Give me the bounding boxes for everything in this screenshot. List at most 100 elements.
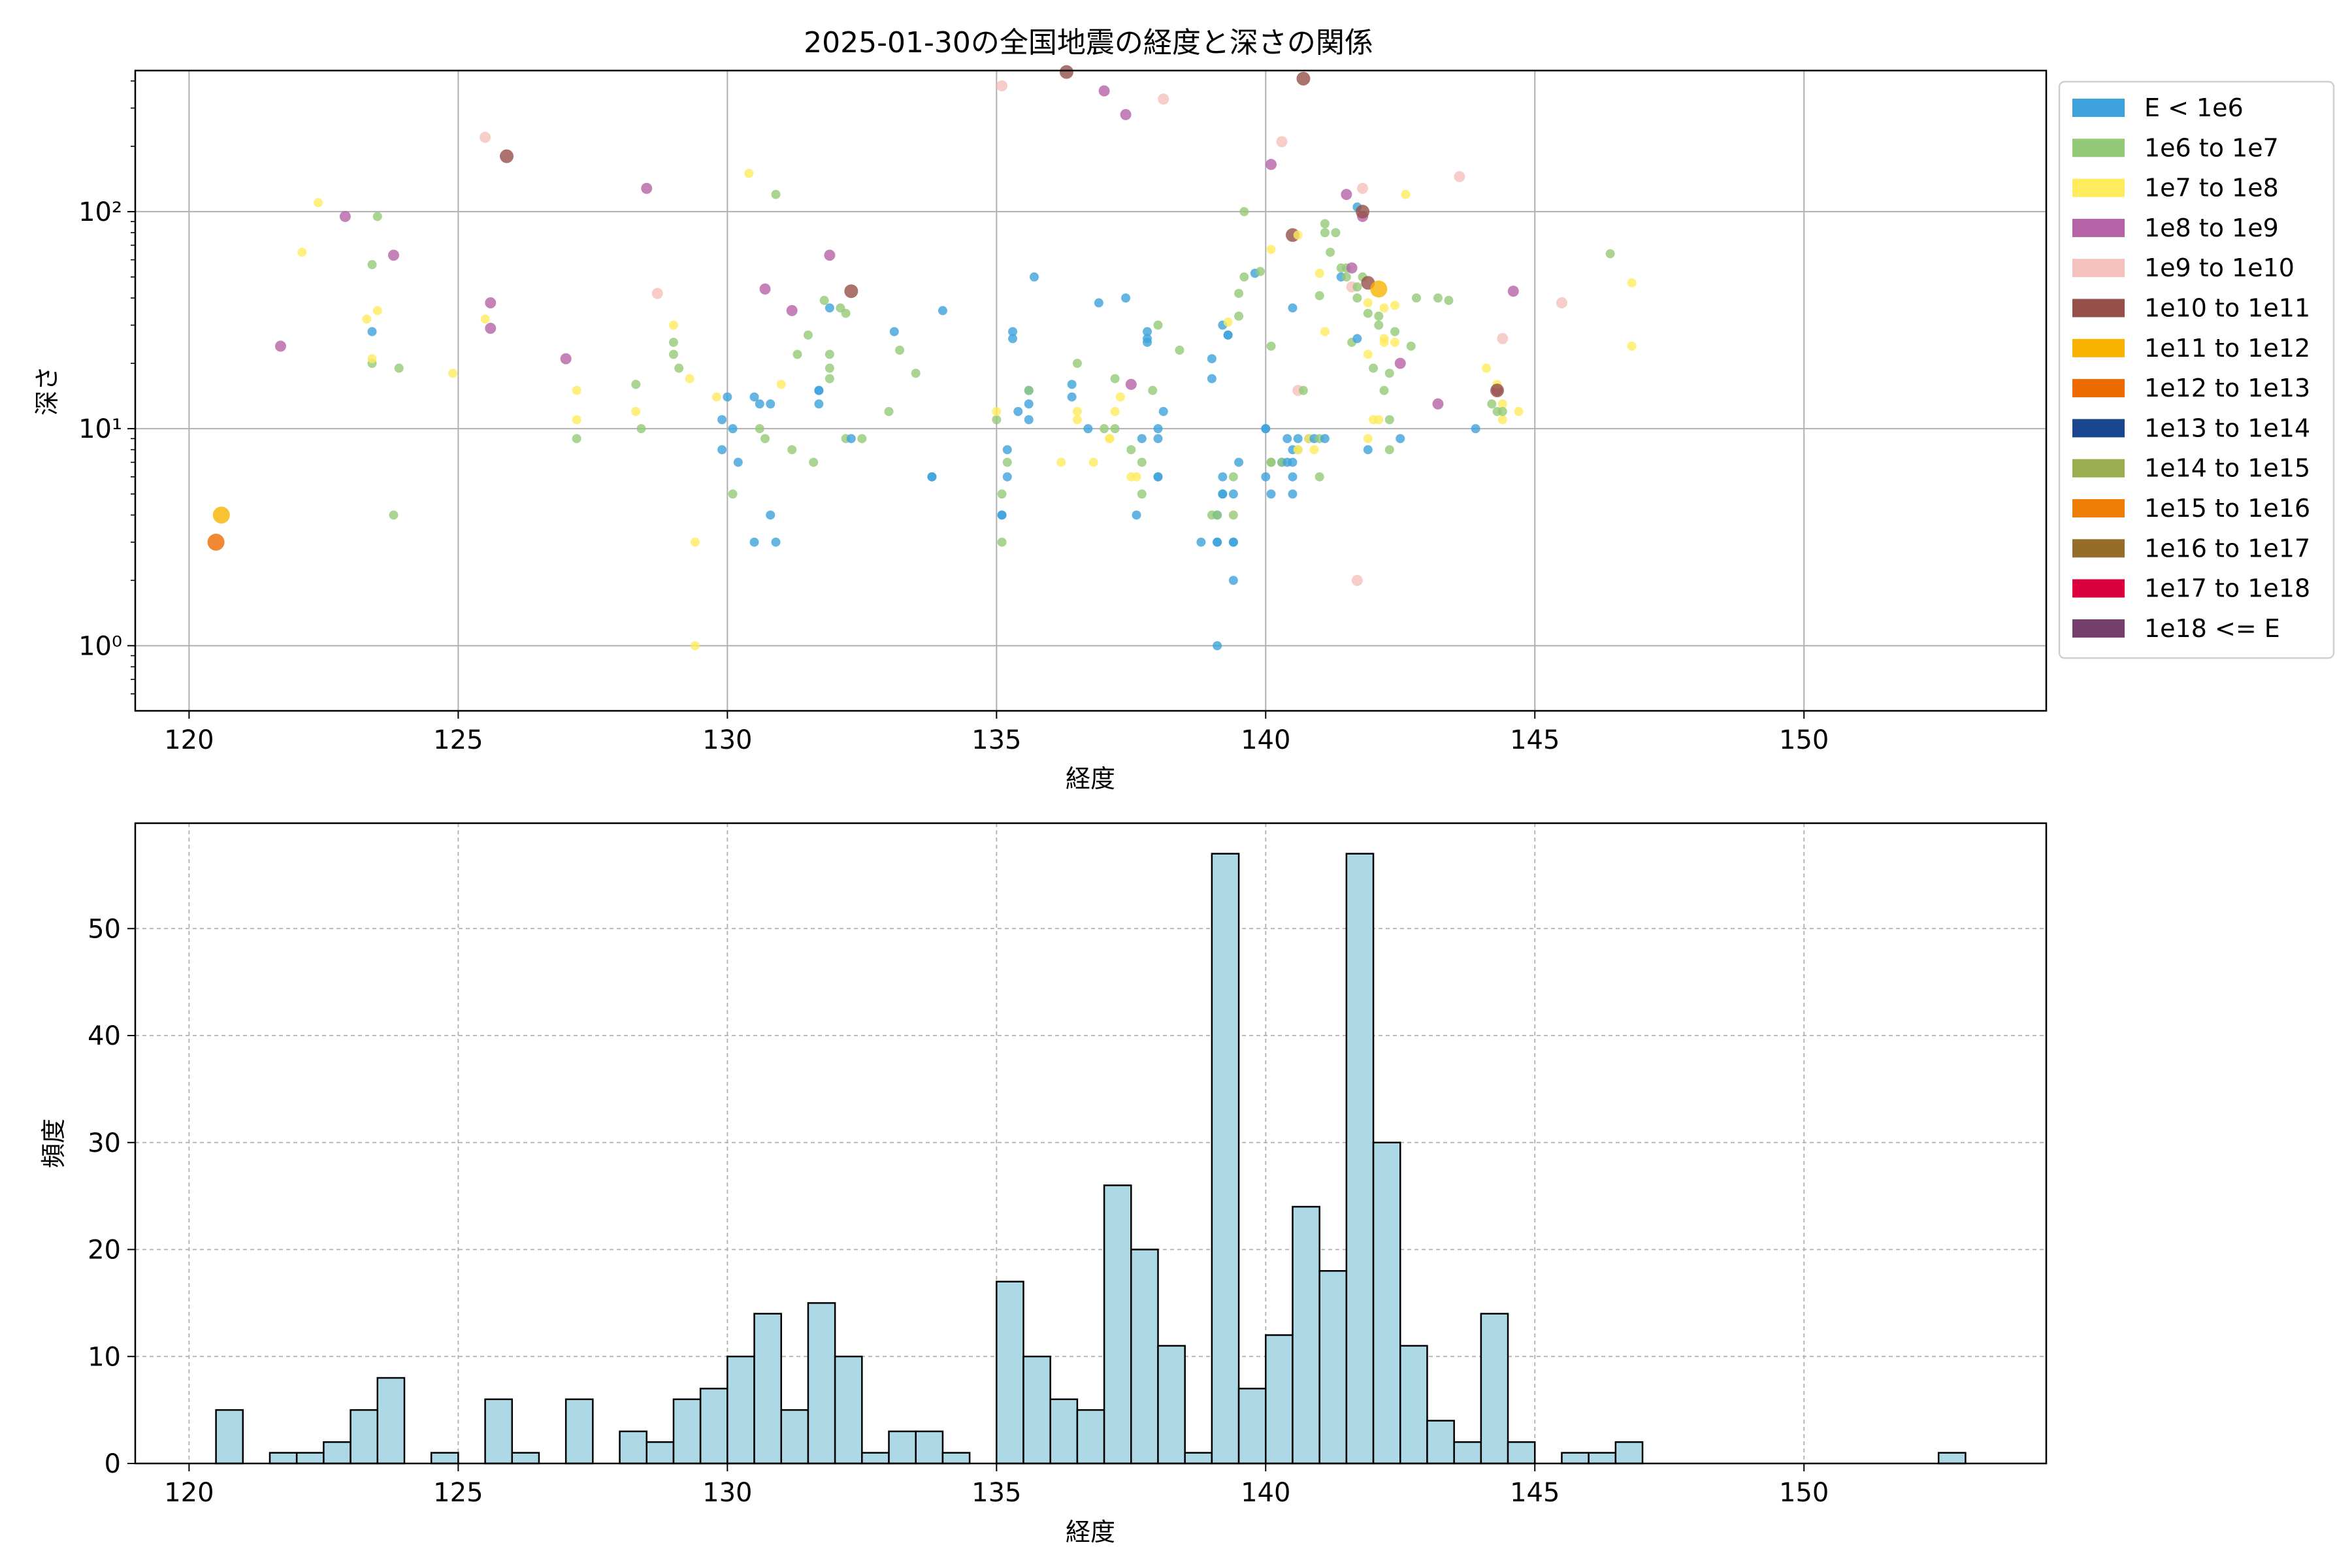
scatter-point [1266, 457, 1276, 467]
scatter-point [1411, 293, 1421, 303]
scatter-point [1234, 457, 1244, 467]
scatter-point [1288, 489, 1298, 499]
scatter-point [1126, 445, 1136, 455]
scatter-point [485, 323, 497, 335]
scatter-point [1213, 641, 1222, 651]
scatter-point [1213, 510, 1222, 520]
scatter-point [771, 537, 781, 547]
scatter-point [1497, 399, 1507, 409]
scatter-point [674, 363, 684, 373]
scatter-point [1341, 189, 1352, 201]
scatter-point [1288, 303, 1298, 313]
scatter-point [1315, 269, 1324, 278]
scatter-point [1100, 424, 1109, 434]
scatter-point [733, 457, 743, 467]
scatter-point [1239, 272, 1249, 282]
scatter-point [1137, 457, 1147, 467]
scatter-point [1293, 230, 1303, 240]
histogram-bar [619, 1430, 647, 1465]
scatter-point [1223, 317, 1233, 327]
scatter-point [895, 345, 904, 355]
histogram-bar [1265, 1334, 1294, 1465]
scatter-point [1288, 472, 1298, 482]
scatter-point [846, 434, 856, 444]
scatter-point [1110, 424, 1120, 434]
scatter-point [760, 434, 770, 444]
histogram-bar [1937, 1452, 1967, 1465]
scatter-point [1288, 457, 1298, 467]
scatter-point [1228, 472, 1238, 482]
scatter-point [1363, 445, 1373, 455]
scatter-plot-frame [134, 69, 2048, 712]
histogram-bar [672, 1398, 702, 1465]
scatter-point [690, 641, 700, 651]
scatter-point [500, 149, 514, 163]
legend-swatch [2072, 218, 2125, 237]
scatter-point [814, 385, 824, 395]
scatter-point [992, 406, 1002, 416]
histogram-bar [1076, 1409, 1105, 1465]
histogram-x-tick-label: 145 [1510, 1478, 1560, 1508]
histogram-y-tick-label: 10 [88, 1342, 121, 1372]
histogram-x-tick-label: 130 [702, 1478, 752, 1508]
histogram-bar [834, 1356, 863, 1465]
histogram-bar [727, 1356, 755, 1465]
legend-swatch [2072, 99, 2125, 117]
scatter-point [1357, 182, 1369, 194]
scatter-point [1282, 434, 1292, 444]
scatter-point [1627, 341, 1637, 351]
scatter-point [1454, 171, 1465, 182]
histogram-x-tick-label: 125 [433, 1478, 483, 1508]
legend-frame [2058, 80, 2335, 659]
scatter-y-axis-label: 深さ [33, 366, 61, 416]
histogram-bar [1480, 1313, 1509, 1465]
scatter-point [1374, 320, 1384, 330]
scatter-point [728, 489, 738, 499]
scatter-point [1148, 385, 1158, 395]
scatter-point [314, 198, 323, 208]
scatter-point [1094, 298, 1103, 308]
scatter-point [372, 306, 382, 316]
scatter-point [1497, 333, 1509, 344]
scatter-point [1369, 363, 1379, 373]
histogram-bar [1318, 1270, 1348, 1465]
scatter-point [1497, 406, 1507, 416]
histogram-bars [215, 853, 1967, 1465]
scatter-point [1363, 350, 1373, 359]
scatter-point [1293, 445, 1303, 455]
histogram-bar [323, 1441, 351, 1465]
histogram-bar [376, 1377, 406, 1465]
histogram-bar [780, 1409, 809, 1465]
legend-label: 1e17 to 1e18 [2144, 574, 2310, 603]
histogram-bar [1049, 1398, 1079, 1465]
scatter-point [1228, 510, 1238, 520]
scatter-point [803, 330, 813, 340]
histogram-bar [941, 1452, 971, 1465]
scatter-x-tick-label: 125 [433, 725, 483, 755]
histogram-bar [564, 1398, 594, 1465]
histogram-bar [511, 1452, 540, 1465]
scatter-point [480, 314, 490, 324]
scatter-point [1370, 280, 1388, 298]
scatter-chart: 120 125 130 135 140 145 150 10⁰ 10¹ 10² 経度 深さ E <… [33, 65, 2335, 793]
scatter-point [636, 424, 646, 434]
scatter-point [207, 533, 225, 551]
scatter-point [927, 472, 937, 482]
histogram-bar [1292, 1205, 1320, 1465]
scatter-point [1115, 392, 1125, 402]
scatter-point [1143, 327, 1152, 336]
scatter-point [1320, 434, 1330, 444]
legend-label: 1e18 <= E [2144, 614, 2280, 643]
scatter-point [1137, 434, 1147, 444]
scatter-ticks: 120 125 130 135 140 145 150 10⁰ 10¹ 10² [78, 80, 1829, 755]
scatter-point [1261, 472, 1271, 482]
histogram-y-tick-label: 50 [88, 914, 121, 944]
scatter-point [1002, 457, 1012, 467]
scatter-point [572, 434, 581, 444]
histogram-x-tick-label: 120 [164, 1478, 214, 1508]
histogram-bar [1614, 1441, 1644, 1465]
scatter-point [749, 537, 759, 547]
scatter-point [723, 392, 732, 402]
scatter-point [1218, 489, 1228, 499]
scatter-x-axis-label: 経度 [1066, 764, 1115, 793]
